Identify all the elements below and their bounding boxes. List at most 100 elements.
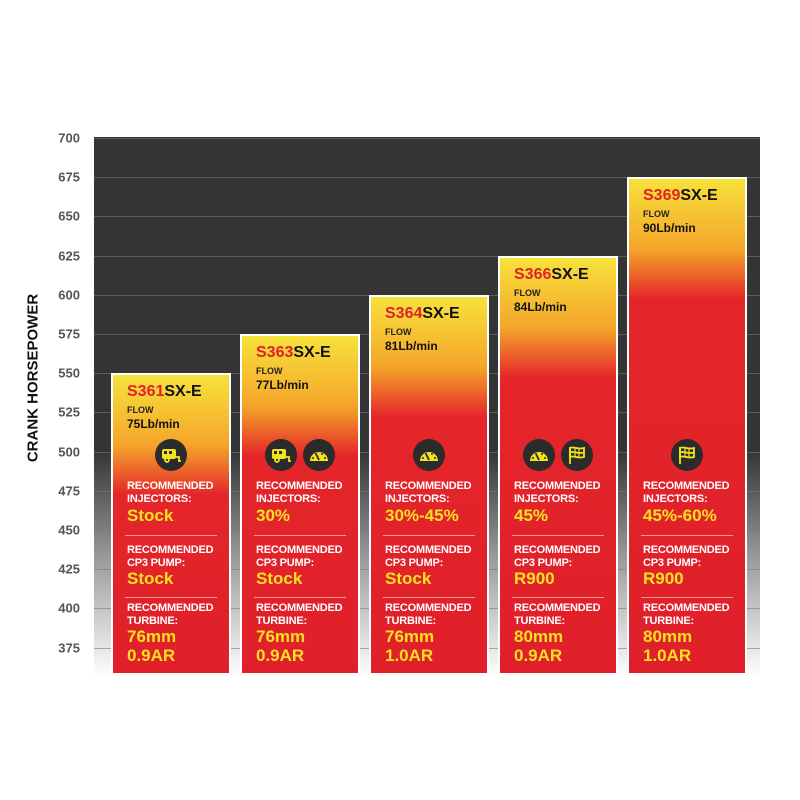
flow-value: 84Lb/min xyxy=(514,299,567,314)
gridline xyxy=(94,216,760,218)
turbine-value: 80mm xyxy=(643,626,693,646)
gridline xyxy=(94,138,760,139)
divider xyxy=(641,534,733,536)
y-tick-label: 575 xyxy=(58,326,80,342)
divider xyxy=(641,596,733,598)
turbine-label: TURBINE: xyxy=(127,614,178,627)
divider xyxy=(512,596,604,598)
bar-name-suffix: SX-E xyxy=(680,187,718,205)
y-tick-label: 700 xyxy=(58,130,80,146)
bar-name-prefix: S361 xyxy=(127,383,165,401)
bar-name-prefix: S364 xyxy=(385,304,423,322)
turbine-label: TURBINE: xyxy=(514,614,565,627)
bar-name-prefix: S369 xyxy=(643,187,681,205)
bar-name: S366SX-E xyxy=(514,266,589,284)
flow-label: FLOW xyxy=(514,287,541,298)
injectors-label: RECOMMENDED xyxy=(127,479,214,492)
gridline xyxy=(94,177,760,179)
injectors-label: RECOMMENDED xyxy=(514,479,601,492)
bar-name-suffix: SX-E xyxy=(551,265,589,283)
turbine-label: RECOMMENDED xyxy=(514,601,601,614)
gauge-icon xyxy=(523,438,555,471)
flow-value: 81Lb/min xyxy=(385,338,438,353)
turbine-value: 1.0AR xyxy=(643,645,692,665)
cp3-pump-label: CP3 PUMP: xyxy=(643,556,702,569)
cp3-pump-label: RECOMMENDED xyxy=(514,543,601,556)
divider xyxy=(383,596,475,598)
turbine-value: 0.9AR xyxy=(514,645,563,665)
injectors-label: INJECTORS: xyxy=(514,492,579,505)
y-tick-label: 550 xyxy=(58,365,80,381)
flow-value: 90Lb/min xyxy=(643,221,696,236)
bar-name: S364SX-E xyxy=(385,305,460,323)
checkered-flag-icon xyxy=(561,438,593,471)
turbine-label: TURBINE: xyxy=(256,615,307,627)
cp3-pump-label: RECOMMENDED xyxy=(385,543,472,556)
injectors-label: RECOMMENDED xyxy=(385,479,472,492)
bar-name-suffix: SX-E xyxy=(164,383,202,401)
turbine-value: 76mm xyxy=(256,627,306,646)
bar-s361: S361SX-E FLOW 75Lb/min RECOMMENDED INJECTORS… xyxy=(111,373,231,673)
injectors-label: INJECTORS: xyxy=(643,492,708,505)
y-tick-label: 525 xyxy=(58,404,80,420)
flow-label: FLOW xyxy=(385,326,412,337)
injectors-value: 45% xyxy=(514,505,549,525)
cp3-pump-label: RECOMMENDED xyxy=(256,544,343,556)
divider xyxy=(125,534,217,536)
bar-name: S363SX-E xyxy=(256,344,331,362)
flow-label: FLOW xyxy=(127,405,154,416)
trailer-icon xyxy=(155,438,187,471)
y-axis-label: CRANK HORSEPOWER xyxy=(24,293,42,463)
flow-label: FLOW xyxy=(643,209,670,220)
cp3-pump-value: Stock xyxy=(256,569,303,588)
icon-row xyxy=(371,438,487,471)
injectors-label: RECOMMENDED xyxy=(256,480,343,492)
divider xyxy=(383,534,475,536)
turbine-value: 76mm xyxy=(385,626,435,646)
turbine-value: 0.9AR xyxy=(256,646,305,665)
icon-row xyxy=(242,439,358,471)
cp3-pump-value: R900 xyxy=(514,568,555,588)
cp3-pump-label: RECOMMENDED xyxy=(643,543,730,556)
turbine-label: RECOMMENDED xyxy=(643,601,730,614)
turbine-label: RECOMMENDED xyxy=(127,601,214,614)
bar-name-prefix: S366 xyxy=(514,265,552,283)
bar-name-prefix: S363 xyxy=(256,344,294,361)
gauge-icon xyxy=(413,438,445,471)
icon-row xyxy=(113,438,229,471)
bar-name-suffix: SX-E xyxy=(293,344,331,361)
flow-value: 77Lb/min xyxy=(256,378,309,392)
injectors-value: 30% xyxy=(256,506,291,525)
bar-s364: S364SX-E FLOW 81Lb/min RECOMMENDED INJECTORS… xyxy=(369,294,489,673)
y-tick-label: 650 xyxy=(58,208,80,224)
bar-name-suffix: SX-E xyxy=(422,304,460,322)
injectors-label: INJECTORS: xyxy=(385,492,450,505)
turbine-value: 0.9AR xyxy=(127,645,176,665)
injectors-value: 45%-60% xyxy=(643,505,717,525)
checkered-flag-icon xyxy=(671,438,703,471)
injectors-label: RECOMMENDED xyxy=(643,479,730,492)
divider xyxy=(512,534,604,536)
icon-row xyxy=(629,438,745,471)
injectors-label: INJECTORS: xyxy=(256,493,321,505)
y-tick-label: 625 xyxy=(58,248,80,264)
bar-name: S369SX-E xyxy=(643,187,718,205)
cp3-pump-label: CP3 PUMP: xyxy=(514,556,573,569)
cp3-pump-label: RECOMMENDED xyxy=(127,543,214,556)
divider xyxy=(125,596,217,598)
flow-label: FLOW xyxy=(256,366,283,376)
bar-s363: S363SX-E FLOW 77Lb/min RECOMMENDED INJECTORS… xyxy=(240,334,360,673)
y-tick-label: 450 xyxy=(58,522,80,538)
gridline xyxy=(94,255,760,257)
cp3-pump-value: R900 xyxy=(643,568,684,588)
y-tick-label: 500 xyxy=(58,444,80,460)
cp3-pump-label: CP3 PUMP: xyxy=(127,556,186,569)
injectors-label: INJECTORS: xyxy=(127,492,192,505)
cp3-pump-value: Stock xyxy=(127,568,174,588)
y-tick-label: 375 xyxy=(58,640,80,656)
cp3-pump-value: Stock xyxy=(385,568,432,588)
turbine-label: TURBINE: xyxy=(643,614,694,627)
cp3-pump-label: CP3 PUMP: xyxy=(385,556,444,569)
trailer-icon xyxy=(265,439,297,471)
turbine-value: 76mm xyxy=(127,626,177,646)
